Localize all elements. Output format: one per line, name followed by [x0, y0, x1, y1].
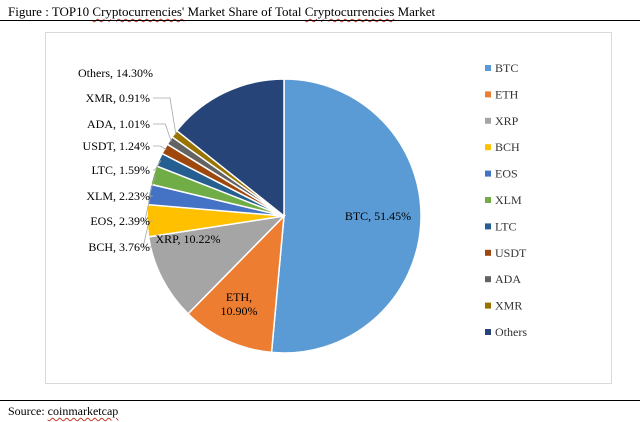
legend-swatch-others	[485, 329, 491, 335]
legend-label-bch: BCH	[495, 140, 520, 154]
data-label-ada: ADA, 1.01%	[87, 117, 150, 131]
leader-line-eos	[144, 194, 153, 222]
legend-label-others: Others	[495, 325, 527, 339]
leader-line-xlm	[148, 175, 156, 197]
legend-swatch-ada	[485, 276, 491, 283]
legend-swatch-xrp	[485, 117, 491, 124]
figure-title-mid: Market Share of Total	[184, 4, 305, 19]
legend-swatch-ltc	[485, 223, 491, 230]
data-label-others: Others, 14.30%	[78, 66, 153, 80]
legend-label-usdt: USDT	[495, 246, 527, 260]
bottom-rule	[0, 400, 640, 401]
leader-line-ltc	[153, 160, 162, 171]
data-label-btc: BTC, 51.45%	[345, 209, 411, 223]
legend-label-ltc: LTC	[495, 219, 517, 233]
leader-line-bch	[142, 220, 153, 248]
pie-slice-others	[175, 78, 285, 218]
data-label-xlm: XLM, 2.23%	[86, 189, 150, 203]
pie-slice-btc	[270, 78, 422, 354]
legend-label-btc: BTC	[495, 61, 518, 75]
legend-label-eth: ETH	[495, 87, 519, 101]
data-label-eos: EOS, 2.39%	[90, 214, 150, 228]
pie-slices	[146, 78, 422, 354]
source-prefix: Source:	[8, 404, 48, 418]
pie-slice-xrp	[147, 214, 287, 315]
figure-title-word2: Cryptocurrencies	[304, 4, 395, 19]
legend-swatch-bch	[485, 144, 491, 151]
chart-frame: BTC, 51.45% ETH, 10.90% XRP, 10.22% BCH, 3.7…	[45, 32, 612, 384]
legend-swatch-eos	[485, 170, 491, 177]
legend-label-xrp: XRP	[495, 114, 519, 128]
data-label-xrp: XRP, 10.22%	[155, 232, 220, 246]
source-name: coinmarketcap	[47, 404, 119, 418]
figure-title: Figure : TOP10 Cryptocurrencies' Market …	[8, 4, 435, 20]
figure-title-word: Cryptocurrencies'	[92, 4, 185, 19]
data-label-ltc: LTC, 1.59%	[91, 163, 150, 177]
legend-label-eos: EOS	[495, 167, 518, 181]
legend-swatch-xmr	[485, 302, 491, 309]
leader-line-ada	[153, 123, 172, 142]
pie-legend: BTC ETH XRP BCH EOS XLM LTC USDT ADA XMR Others	[485, 61, 527, 339]
pie-leader-lines	[142, 97, 177, 248]
data-label-bch: BCH, 3.76%	[88, 240, 150, 254]
legend-swatch-btc	[485, 65, 491, 71]
legend-swatch-eth	[485, 91, 491, 98]
top-rule	[0, 20, 640, 21]
legend-label-xmr: XMR	[495, 299, 522, 313]
legend-label-ada: ADA	[495, 272, 521, 286]
legend-swatch-usdt	[485, 249, 491, 256]
pie-slice-eth	[186, 213, 285, 354]
legend-swatch-xlm	[485, 197, 491, 203]
data-label-xmr: XMR, 0.91%	[86, 91, 150, 105]
figure-title-suffix: Market	[394, 4, 436, 19]
pie-data-labels: BTC, 51.45% ETH, 10.90% XRP, 10.22% BCH, 3.7…	[78, 66, 411, 318]
leader-line-xmr	[153, 97, 177, 136]
leader-line-usdt	[153, 145, 167, 151]
pie-chart: BTC, 51.45% ETH, 10.90% XRP, 10.22% BCH, 3.7…	[78, 61, 527, 354]
legend-label-xlm: XLM	[495, 193, 522, 207]
data-label-eth: ETH, 10.90%	[221, 290, 258, 318]
data-label-usdt: USDT, 1.24%	[83, 139, 150, 153]
figure-title-prefix: Figure : TOP10	[8, 4, 93, 19]
source-note: Source: coinmarketcap	[8, 404, 118, 419]
